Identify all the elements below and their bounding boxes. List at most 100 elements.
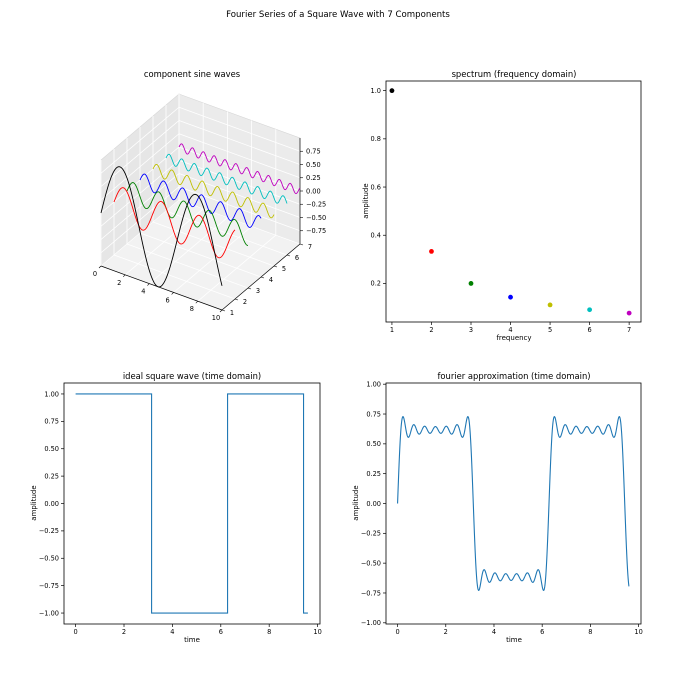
z-tick-label: −0.50 (306, 214, 326, 222)
x-tick-label: 4 (492, 628, 496, 636)
x-tick-mark (219, 309, 223, 313)
spectrum-point (468, 281, 474, 286)
x-tick-label: 10 (313, 628, 321, 636)
x-tick-label: 7 (627, 326, 631, 334)
y-tick-label: 1.00 (366, 380, 381, 388)
y-tick-label: 0.75 (366, 410, 381, 418)
panel-title: fourier approximation (time domain) (437, 371, 590, 381)
x-tick-label: 4 (141, 288, 145, 296)
grid-line (165, 210, 288, 256)
spectrum-point (587, 307, 593, 313)
panel-ideal-square-wave: ideal square wave (time domain) 0 2 4 6 8 10 1… (30, 371, 322, 644)
z-tick-label: 0.00 (306, 187, 321, 195)
y-tick-mark (273, 265, 278, 268)
x-axis-label: frequency (496, 334, 531, 342)
spectrum-point (508, 294, 513, 300)
x-tick-label: 0 (395, 628, 399, 636)
sine-wave-line (139, 173, 262, 228)
x-tick-label: 1 (390, 326, 394, 334)
x-tick-label: 6 (165, 296, 169, 304)
grid-line (178, 120, 301, 165)
panel-title: ideal square wave (time domain) (123, 371, 261, 381)
x-tick-mark (171, 292, 174, 295)
x-tick-mark (147, 283, 150, 286)
square-wave-line (75, 393, 308, 614)
x-tick-label: 10 (634, 628, 642, 636)
z-tick-label: 0.25 (306, 174, 321, 182)
y-tick-mark (260, 276, 265, 279)
y-tick-label: 4 (269, 276, 273, 284)
y-tick-label: 0.6 (371, 183, 382, 191)
y-tick-label: 0.25 (44, 472, 59, 480)
x-axis-label: time (184, 636, 200, 644)
grid-line (178, 106, 301, 152)
y-tick-label: 0.00 (44, 500, 59, 508)
y-tick-label: −1.00 (39, 609, 59, 617)
x-tick-label: 6 (540, 628, 544, 636)
x-tick-label: 2 (444, 628, 448, 636)
x-tick-label: 2 (429, 326, 433, 334)
x-tick-label: 3 (469, 326, 473, 334)
grid-line (139, 232, 262, 278)
y-tick-mark (234, 298, 239, 301)
plot-frame (63, 382, 321, 625)
x-tick-mark (98, 265, 102, 269)
y-tick-label: 0.50 (44, 445, 59, 453)
grid-line (178, 199, 301, 245)
grid-line (178, 133, 301, 179)
x-tick-label: 6 (219, 628, 223, 636)
grid-line (178, 146, 301, 192)
y-tick-label: 3 (256, 287, 260, 295)
spectrum-point (626, 310, 632, 316)
y-tick-label: −0.25 (39, 527, 59, 535)
y-tick-label: 1.0 (371, 87, 382, 95)
y-tick-label: −0.25 (361, 530, 381, 538)
y-tick-mark (247, 287, 252, 290)
y-tick-mark (299, 243, 304, 246)
sine-wave-line (152, 163, 275, 219)
x-tick-label: 8 (190, 305, 194, 313)
z-tick-label: −0.75 (306, 227, 326, 235)
y-tick-label: 1 (230, 309, 234, 317)
grid-line (113, 254, 236, 300)
z-tick-label: −0.25 (306, 201, 326, 209)
x-tick-label: 0 (93, 270, 97, 278)
spectrum-point (547, 302, 553, 308)
x-tick-mark (195, 300, 199, 304)
y-tick-label: −0.75 (361, 589, 381, 597)
sine-wave-line (165, 153, 288, 204)
grid-line (100, 106, 180, 174)
panel-spectrum: spectrum (frequency domain) 1 2 3 4 5 6 7 0.2 0.… (362, 69, 642, 342)
x-axis-line (100, 265, 223, 311)
sine-wave-line (178, 143, 301, 195)
z-tick-label: 0.75 (306, 148, 321, 156)
spectrum-point (429, 248, 434, 254)
grid-line (100, 186, 180, 254)
y-tick-label: 6 (295, 254, 299, 262)
panel-component-sine-waves: component sine waves 024681012345670.750… (93, 69, 326, 322)
y-axis-label: amplitude (352, 485, 360, 520)
panel-fourier-approximation: fourier approximation (time domain) 0 2 4 6… (352, 371, 643, 644)
z-tick-label: 0.50 (306, 161, 321, 169)
sine-wave-line (126, 182, 248, 246)
y-tick-label: 0.8 (371, 135, 382, 143)
y-axis-label: amplitude (362, 183, 370, 218)
sine-wave-line (100, 166, 223, 288)
grid-line (178, 159, 301, 205)
x-tick-label: 5 (548, 326, 552, 334)
x-tick-label: 4 (170, 628, 174, 636)
y-tick-label: 0.50 (366, 440, 381, 448)
fourier-approximation-line (397, 416, 630, 591)
x-tick-label: 0 (74, 628, 78, 636)
y-tick-label: 2 (243, 298, 247, 306)
grid-line (126, 243, 249, 289)
grid-line (100, 159, 180, 227)
x-tick-mark (122, 274, 126, 278)
y-tick-label: −0.50 (39, 555, 59, 563)
y-tick-label: 7 (308, 243, 312, 251)
x-tick-label: 2 (122, 628, 126, 636)
x-axis-label: time (506, 636, 522, 644)
page-title: Fourier Series of a Square Wave with 7 C… (226, 10, 450, 20)
y-tick-label: 0.25 (366, 470, 381, 478)
